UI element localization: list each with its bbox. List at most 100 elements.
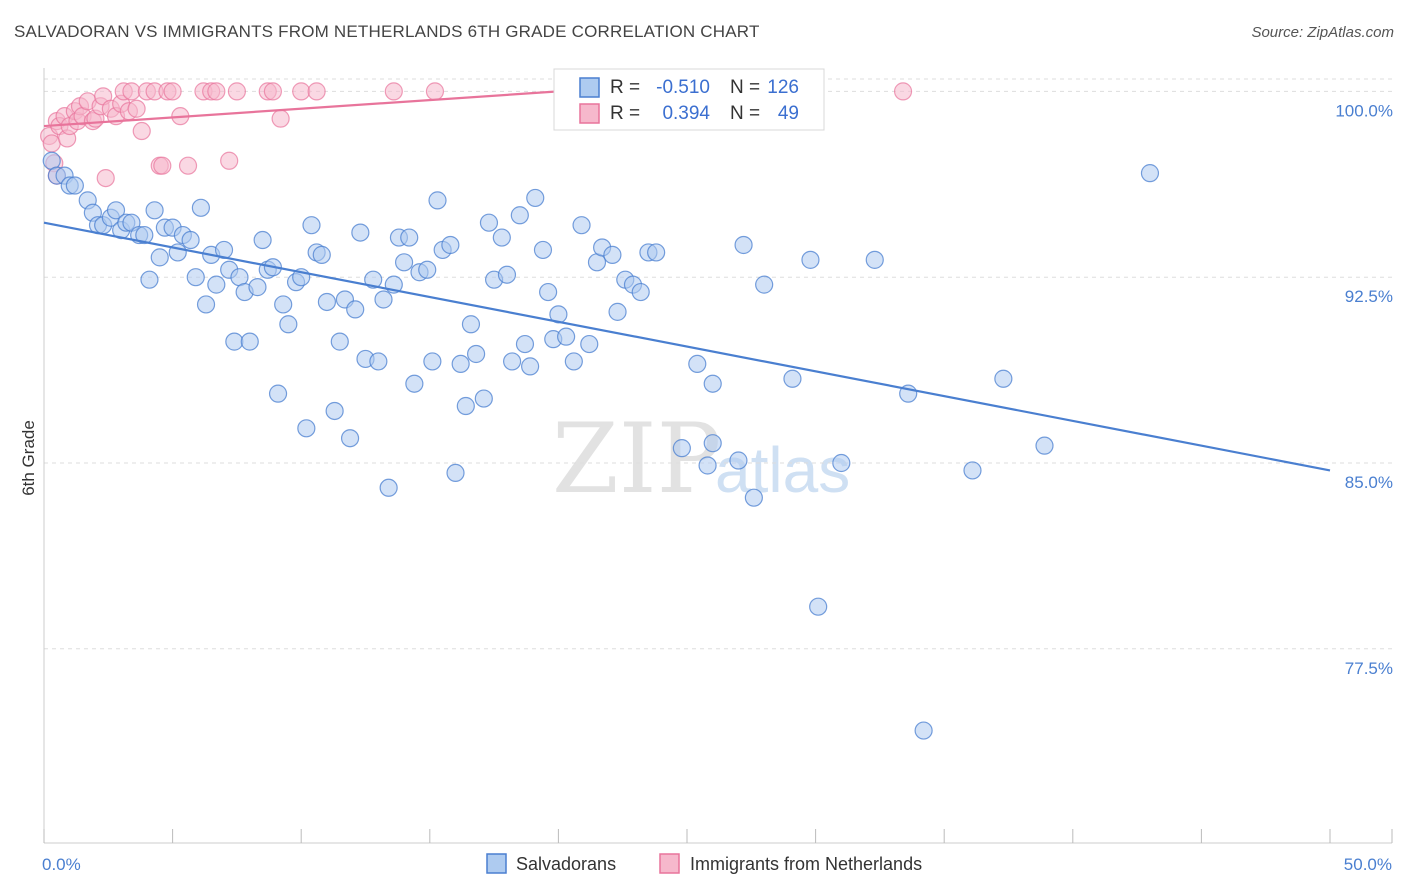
point-salvadorans — [647, 243, 666, 262]
series-legend: Salvadorans Immigrants from Netherlands — [486, 853, 922, 874]
point-salvadorans — [865, 250, 884, 269]
point-netherlands — [122, 82, 141, 101]
point-salvadorans — [832, 453, 851, 473]
point-salvadorans — [703, 434, 722, 453]
bottom-legend-label-2: Immigrants from Netherlands — [690, 854, 922, 874]
y-tick-labels: 77.5% 85.0% 92.5% 100.0% — [1335, 101, 1393, 677]
point-salvadorans — [914, 721, 933, 740]
x-ticks — [43, 829, 1393, 843]
y-tick-label: 100.0% — [1335, 101, 1393, 120]
point-salvadorans — [297, 419, 316, 438]
x-tick-label-max: 50.0% — [1344, 855, 1392, 874]
trend-lines — [43, 90, 1331, 472]
point-salvadorans — [557, 327, 576, 346]
point-netherlands — [42, 134, 61, 153]
point-salvadorans — [181, 230, 200, 250]
point-netherlands — [96, 168, 115, 188]
y-tick-label: 77.5% — [1345, 659, 1393, 678]
point-salvadorans — [497, 265, 517, 284]
point-salvadorans — [451, 354, 470, 374]
point-salvadorans — [734, 235, 753, 255]
point-salvadorans — [374, 290, 393, 309]
series-netherlands-points — [40, 82, 913, 188]
point-salvadorans — [225, 332, 244, 351]
y-tick-label: 85.0% — [1345, 473, 1393, 492]
bottom-legend-swatch-blue — [486, 853, 507, 874]
point-salvadorans — [492, 228, 511, 247]
point-salvadorans — [428, 191, 447, 210]
point-salvadorans — [346, 300, 365, 319]
point-salvadorans — [1140, 164, 1160, 183]
legend-r-value-1: -0.510 — [656, 77, 710, 98]
point-salvadorans — [729, 451, 748, 470]
point-salvadorans — [196, 295, 216, 314]
gridlines — [44, 78, 1392, 650]
point-salvadorans — [744, 488, 763, 507]
series-salvadorans-points — [42, 151, 1160, 740]
point-salvadorans — [1035, 436, 1054, 455]
point-salvadorans — [279, 315, 298, 334]
point-salvadorans — [672, 439, 691, 458]
point-salvadorans — [140, 270, 159, 289]
point-salvadorans — [145, 201, 164, 220]
point-salvadorans — [405, 374, 424, 393]
legend-r-label-1: R = — [610, 77, 640, 98]
trend-line-netherlands — [43, 90, 559, 128]
point-salvadorans — [572, 216, 591, 235]
point-netherlands — [132, 121, 151, 141]
point-salvadorans — [106, 201, 126, 220]
point-netherlands — [263, 82, 283, 101]
legend-n-value-2: 49 — [778, 103, 799, 124]
legend-r-label-2: R = — [610, 103, 640, 124]
watermark-zip: ZIP — [552, 403, 721, 515]
point-netherlands — [220, 151, 239, 170]
bottom-legend-swatch-pink — [659, 853, 680, 874]
point-netherlands — [384, 82, 403, 101]
point-salvadorans — [441, 235, 460, 255]
point-netherlands — [307, 82, 326, 101]
point-salvadorans — [526, 188, 545, 208]
correlation-legend: R = -0.510 N = 126 R = 0.394 N = 49 — [553, 68, 825, 131]
point-netherlands — [127, 99, 146, 118]
y-tick-label: 92.5% — [1345, 287, 1393, 306]
point-netherlands — [207, 82, 226, 101]
point-salvadorans — [325, 401, 344, 421]
trend-line-salvadorans — [43, 221, 1331, 472]
point-salvadorans — [809, 597, 828, 616]
point-salvadorans — [698, 456, 717, 475]
point-netherlands — [163, 82, 182, 101]
point-salvadorans — [510, 206, 529, 225]
y-axis-title: 6th Grade — [19, 420, 38, 496]
point-salvadorans — [603, 245, 622, 264]
point-netherlands — [893, 82, 913, 101]
legend-n-label-1: N = — [730, 77, 760, 98]
legend-n-value-1: 126 — [767, 77, 799, 98]
point-salvadorans — [479, 213, 499, 232]
point-salvadorans — [580, 334, 599, 354]
point-netherlands — [227, 82, 246, 101]
point-salvadorans — [330, 332, 349, 351]
point-salvadorans — [515, 334, 535, 354]
point-salvadorans — [340, 429, 360, 448]
point-salvadorans — [400, 228, 419, 247]
point-salvadorans — [994, 369, 1013, 388]
point-salvadorans — [364, 270, 383, 289]
point-salvadorans — [446, 463, 465, 483]
bottom-legend-label-1: Salvadorans — [516, 854, 616, 874]
point-salvadorans — [539, 282, 558, 302]
point-salvadorans — [268, 384, 288, 403]
point-salvadorans — [631, 282, 650, 302]
point-salvadorans — [755, 275, 774, 294]
point-salvadorans — [521, 357, 540, 376]
point-salvadorans — [466, 344, 486, 364]
point-salvadorans — [253, 230, 272, 250]
point-salvadorans — [418, 260, 437, 279]
point-salvadorans — [186, 268, 205, 287]
watermark-atlas: atlas — [715, 434, 850, 506]
legend-n-label-2: N = — [730, 103, 760, 124]
point-salvadorans — [474, 389, 493, 408]
point-salvadorans — [963, 461, 982, 480]
point-netherlands — [292, 82, 311, 101]
point-salvadorans — [302, 216, 321, 235]
point-salvadorans — [801, 250, 820, 269]
